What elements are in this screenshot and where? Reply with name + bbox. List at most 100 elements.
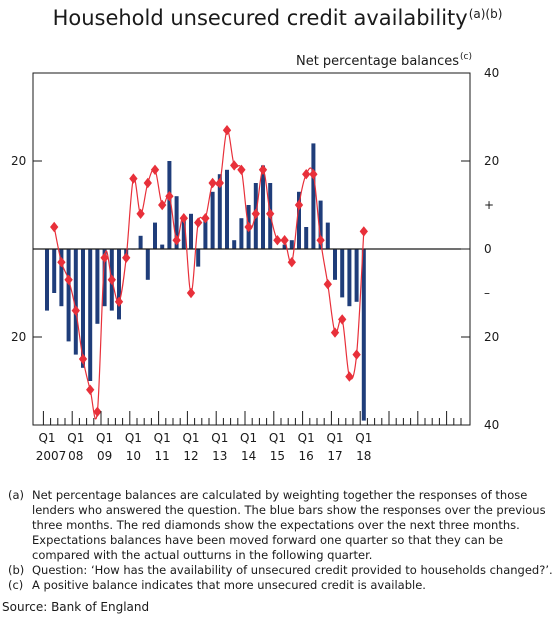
bar [347,249,352,307]
diamond-marker [359,226,368,237]
footnote-a: (a) Net percentage balances are calculate… [8,488,553,563]
bar [217,174,222,249]
bar [333,249,337,280]
y-axis-label-text: Net percentage balances [295,54,460,69]
x-tick-label-quarter: Q1 [240,431,257,445]
x-tick-label-quarter: Q1 [125,431,142,445]
bar [66,249,71,342]
bar [225,169,229,249]
y-tick-label-left: 20 [11,154,26,168]
footnote-key: (b) [8,563,25,577]
x-tick-label-quarter: Q1 [355,431,372,445]
x-tick-label-year: 09 [97,449,112,463]
y-tick-label-right: – [484,286,490,300]
diamond-marker [230,160,239,171]
diamond-marker [71,305,80,316]
x-tick-label-quarter: Q1 [38,431,55,445]
diamond-marker [114,296,124,307]
diamond-marker [222,125,232,136]
diamond-marker [107,274,116,285]
x-tick-label-year: 08 [68,449,83,463]
diamonds-next-three-months [50,125,368,417]
bar [261,165,265,249]
y-tick-label-left: 20 [11,330,26,344]
bar [95,249,100,324]
x-tick-label-quarter: Q1 [269,431,286,445]
diamond-marker [172,235,181,246]
diamond-marker [100,252,109,263]
diamond-marker [50,221,59,233]
bar [174,196,179,249]
diamond-marker [86,384,95,395]
x-tick-label-year: 14 [241,449,256,463]
bar [138,235,143,249]
y-axis-label-footnote-ref: (c) [460,52,472,62]
diamond-marker [273,235,282,246]
bar [289,240,294,249]
bar [73,249,78,355]
bar [210,191,215,249]
x-tick-label-quarter: Q1 [67,431,84,445]
bars-past-three-months [45,143,366,421]
chart-title-footnote-refs: (a)(b) [468,7,503,21]
bar [297,191,301,249]
x-tick-label-quarter: Q1 [96,431,113,445]
diamond-marker [64,274,73,285]
x-tick-label-quarter: Q1 [298,431,315,445]
diamond-marker [201,213,210,224]
footnote-text: Question: ‘How has the availability of u… [32,563,553,577]
footnote-text: Net percentage balances are calculated b… [32,488,546,562]
diamond-marker [244,221,253,233]
axes: 402020+0–202040Q12007Q108Q109Q110Q111Q11… [11,66,499,463]
x-tick-label-year: 18 [356,449,371,463]
x-tick-label-year: 13 [212,449,227,463]
diamond-marker [143,177,152,189]
x-tick-label-year: 11 [155,449,170,463]
x-tick-label-year: 17 [327,449,342,463]
diamond-marker [57,257,66,268]
diamond-marker [345,371,354,382]
diamond-marker [323,279,332,290]
diamond-marker [150,164,160,175]
footnotes: (a) Net percentage balances are calculate… [8,488,553,593]
diamond-marker [208,177,217,189]
y-tick-label-right: 20 [484,154,499,168]
diamond-marker [330,327,340,338]
y-tick-label-right: 40 [484,418,499,432]
bar [354,249,359,302]
x-tick-label-year: 15 [270,449,285,463]
x-tick-label-year: 2007 [36,449,67,463]
diamond-marker [352,349,361,360]
bar [181,218,186,249]
bar [318,200,323,249]
footnote-key: (a) [8,488,25,502]
diamond-marker [302,169,311,180]
diamond-marker [280,235,289,246]
chart-title-text: Household unsecured credit availability [52,6,468,30]
bar [340,249,345,298]
x-tick-label-quarter: Q1 [326,431,343,445]
y-axis-label: Net percentage balances(c) [296,52,472,69]
bar-chart: 402020+0–202040Q12007Q108Q109Q110Q111Q11… [11,66,499,463]
diamond-marker [338,314,347,325]
diamond-marker [316,235,325,246]
bar [196,249,201,267]
bar [361,249,366,421]
diamond-marker [251,208,260,219]
diamond-marker [194,217,203,228]
bar [239,218,244,249]
y-tick-label-right: + [484,198,494,212]
bar [117,249,121,320]
x-tick-label-quarter: Q1 [182,431,199,445]
bar [52,249,57,293]
diamond-marker [287,257,296,268]
diamond-marker [266,208,275,219]
diamond-marker [129,173,138,184]
bar [59,249,64,307]
diamond-marker [258,164,268,175]
bar [145,249,150,280]
bar [304,227,309,249]
bar [311,143,316,249]
diamond-marker [78,353,88,365]
diamond-marker [122,252,131,263]
